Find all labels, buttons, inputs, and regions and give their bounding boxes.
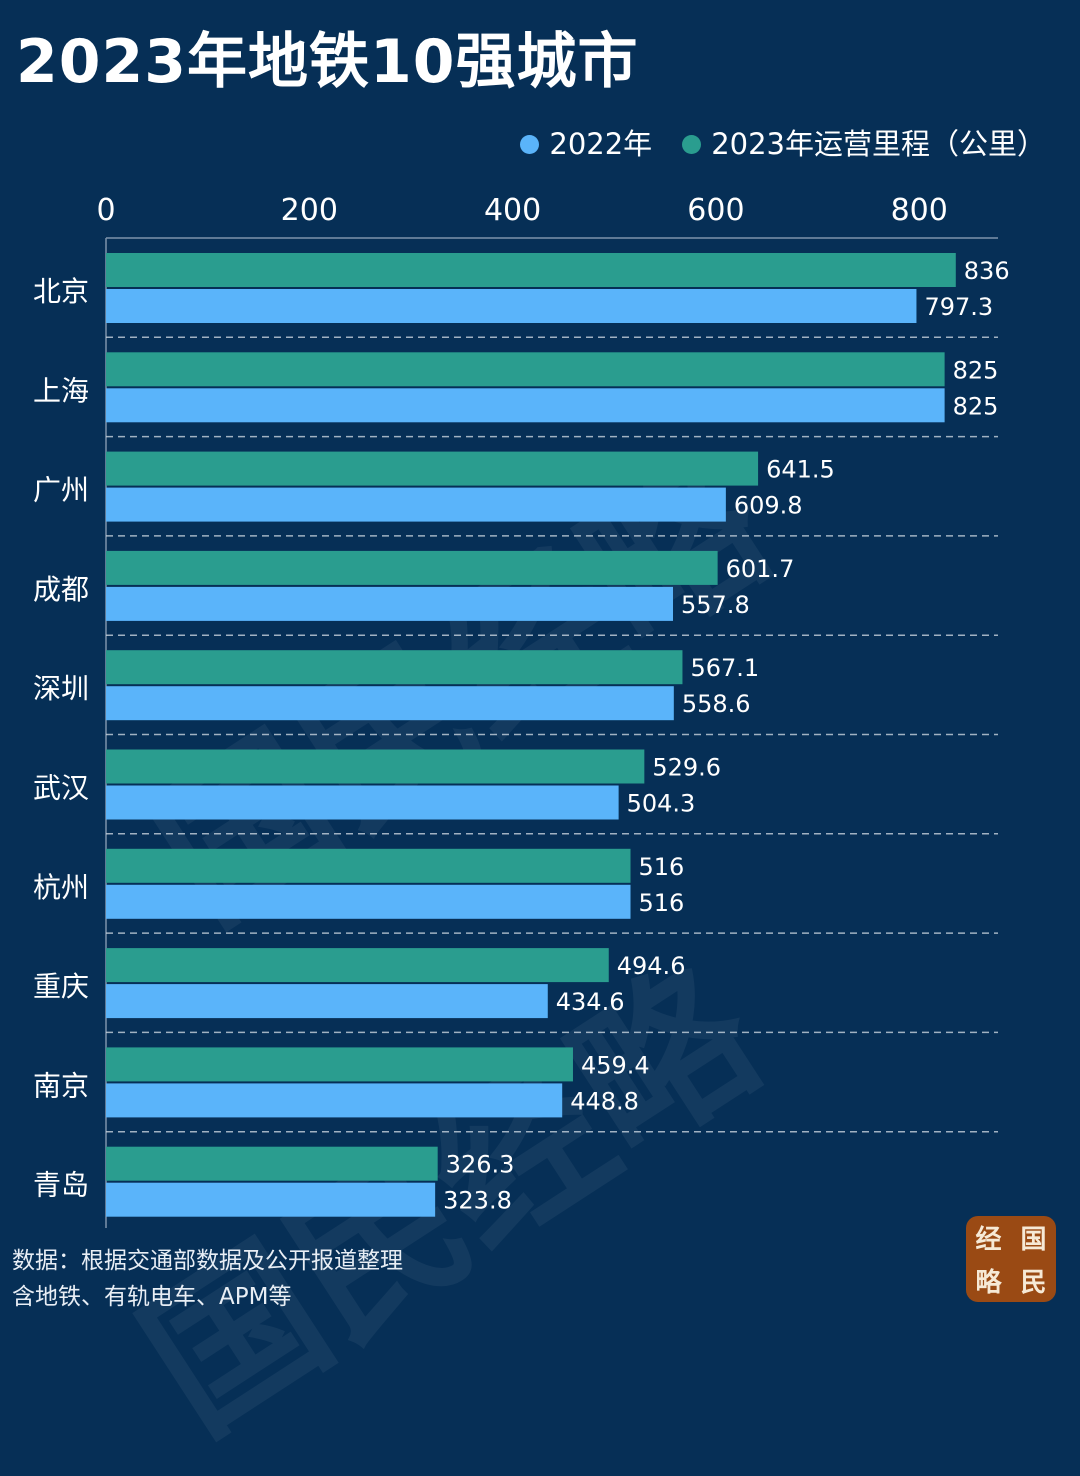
bar-2022 [106,686,674,721]
data-label-2022: 434.6 [556,988,625,1016]
bar-2023 [106,650,683,685]
bar-2022 [106,1182,436,1217]
x-tick-label: 600 [687,193,744,228]
bar-2023 [106,451,759,486]
category-label: 上海 [33,374,89,407]
bar-2022 [106,785,619,820]
logo-char: 民 [1020,1268,1047,1298]
data-label-2023: 601.7 [726,555,795,583]
category-label: 武汉 [33,772,89,805]
bar-2023 [106,550,718,585]
x-tick-label: 400 [484,193,541,228]
source-note-line2: 含地铁、有轨电车、APM等 [12,1284,292,1310]
legend: 2022年 2023年运营里程（公里） [490,124,1046,164]
bar-2023 [106,848,631,883]
category-label: 北京 [33,275,89,308]
category-label: 广州 [33,474,89,507]
bar-2023 [106,1146,438,1181]
logo-char: 略 [975,1268,1002,1298]
data-label-2022: 448.8 [570,1087,639,1115]
bar-2022 [106,984,548,1019]
x-tick-label: 800 [891,193,948,228]
data-label-2022: 557.8 [681,591,750,619]
data-label-2022: 504.3 [627,790,696,818]
category-label: 深圳 [33,672,89,705]
data-label-2023: 326.3 [446,1151,515,1179]
data-label-2022: 825 [953,392,999,420]
data-label-2022: 516 [639,889,685,917]
data-label-2023: 825 [953,356,999,384]
bar-2023 [106,948,609,983]
legend-dot-2023 [682,134,702,154]
data-label-2023: 641.5 [766,456,835,484]
legend-label-2023: 2023年运营里程（公里） [711,127,1046,161]
x-tick-label: 0 [96,193,115,228]
logo-char: 国 [1020,1225,1047,1255]
data-label-2023: 516 [639,853,685,881]
data-label-2022: 609.8 [734,492,803,520]
bar-2022 [106,487,726,522]
bar-2022 [106,884,631,919]
bar-2022 [106,1083,563,1118]
category-label: 重庆 [33,970,89,1003]
category-label: 杭州 [33,871,89,904]
bar-2023 [106,1047,573,1082]
data-label-2022: 797.3 [924,293,993,321]
category-label: 青岛 [33,1169,89,1202]
bar-2023 [106,749,645,784]
data-label-2023: 529.6 [652,754,721,782]
data-label-2023: 836 [964,257,1010,285]
chart-title: 2023年地铁10强城市 [16,27,639,97]
legend-label-2022: 2022年 [549,127,653,161]
data-label-2023: 494.6 [617,952,686,980]
bar-2023 [106,352,945,387]
bar-2022 [106,289,917,323]
category-label: 南京 [33,1069,89,1102]
x-tick-label: 200 [281,193,338,228]
bar-2023 [106,253,956,287]
data-label-2022: 323.8 [443,1187,512,1215]
bar-chart: 0 200 400 600 800 北京 836 797.3 上海 825 825 广州 641.5 60… [33,193,1010,1228]
data-label-2023: 567.1 [690,654,759,682]
bar-2022 [106,586,674,621]
category-label: 成都 [33,573,89,606]
bar-2022 [106,388,945,423]
logo-char: 经 [975,1225,1002,1255]
legend-dot-2022 [520,134,540,154]
source-note-line1: 数据：根据交通部数据及公开报道整理 [12,1248,403,1274]
legend-item-2023: 2023年运营里程（公里） [682,124,1046,164]
brand-logo: 经 国 略 民 [966,1216,1056,1302]
data-label-2023: 459.4 [581,1051,650,1079]
data-label-2022: 558.6 [682,690,751,718]
legend-item-2022: 2022年 [520,124,652,164]
